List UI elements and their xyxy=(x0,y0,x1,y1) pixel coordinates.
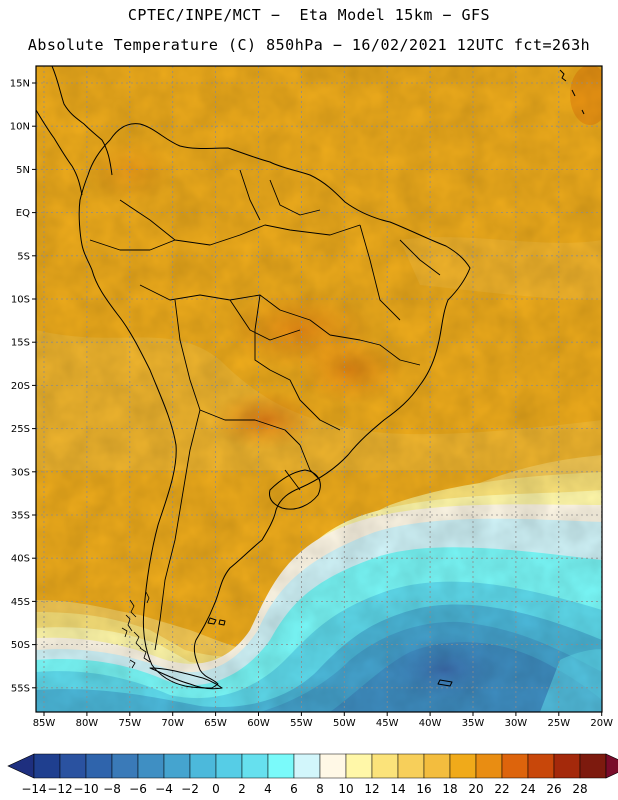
lon-tick-label: 60W xyxy=(247,718,270,729)
colorbar-segment xyxy=(475,753,503,779)
lat-tick-label: 30S xyxy=(11,467,30,478)
colorbar-segment xyxy=(371,753,399,779)
colorbar-label: 6 xyxy=(290,782,298,796)
lon-tick-label: 65W xyxy=(204,718,227,729)
lon-tick-label: 85W xyxy=(33,718,56,729)
central-america-coastline xyxy=(36,66,113,196)
lon-tick-label: 80W xyxy=(76,718,99,729)
colorbar-label: 16 xyxy=(416,782,431,796)
lat-tick-label: 40S xyxy=(11,554,30,565)
lon-tick-label: 45W xyxy=(376,718,399,729)
colorbar-label: −2 xyxy=(181,782,199,796)
country-borders xyxy=(89,169,441,651)
lon-tick-label: 55W xyxy=(290,718,313,729)
plot-frame xyxy=(35,65,603,713)
lon-tick-label: 20W xyxy=(590,718,613,729)
uruguay-outline xyxy=(269,469,321,510)
lat-lon-grid xyxy=(36,66,602,712)
colorbar-segment xyxy=(501,753,529,779)
colorbar-label: −6 xyxy=(129,782,147,796)
colorbar: −14 −12 −10 −8 −6 −4 −2 0 2 4 6 8 10 12 14 16 18 20 22 24 26… xyxy=(7,753,618,796)
colorbar-segment xyxy=(449,753,477,779)
colorbar-segment xyxy=(189,753,217,779)
colorbar-segment xyxy=(293,753,321,779)
lon-tick-label: 30W xyxy=(505,718,528,729)
colorbar-segment xyxy=(423,753,451,779)
coastlines-and-borders xyxy=(36,66,585,690)
colorbar-label: −8 xyxy=(103,782,121,796)
chile-islands xyxy=(121,591,151,669)
field-texture xyxy=(36,66,602,712)
lat-tick-label: 15S xyxy=(11,338,30,349)
colorbar-label: 18 xyxy=(442,782,457,796)
colorbar-label: 2 xyxy=(238,782,246,796)
longitude-axis: 85W 80W 75W 70W 65W 60W 55W 50W 45W 40W 35W 30W 25W 2… xyxy=(33,712,613,729)
south-georgia xyxy=(437,679,453,687)
lat-tick-label: 15N xyxy=(10,79,30,90)
lon-tick-label: 40W xyxy=(419,718,442,729)
colorbar-segment xyxy=(163,753,191,779)
colorbar-segment xyxy=(553,753,581,779)
colorbar-right-arrow xyxy=(605,753,618,779)
lon-tick-label: 75W xyxy=(118,718,141,729)
lat-tick-label: 45S xyxy=(11,597,30,608)
colorbar-segment xyxy=(267,753,295,779)
colorbar-segment xyxy=(137,753,165,779)
falkland-islands xyxy=(207,617,226,626)
lat-tick-label: 55S xyxy=(11,683,30,694)
lat-tick-label: 5N xyxy=(16,165,30,176)
colorbar-segment xyxy=(215,753,243,779)
lon-tick-label: 25W xyxy=(547,718,570,729)
colorbar-label: 12 xyxy=(364,782,379,796)
colorbar-label: −4 xyxy=(155,782,173,796)
colorbar-segment xyxy=(527,753,555,779)
lat-tick-label: 25S xyxy=(11,424,30,435)
colorbar-segment xyxy=(319,753,347,779)
colorbar-label: −14 xyxy=(21,782,46,796)
colorbar-segment xyxy=(241,753,269,779)
colorbar-label: 14 xyxy=(390,782,405,796)
lon-tick-label: 35W xyxy=(462,718,485,729)
colorbar-label: 28 xyxy=(572,782,587,796)
colorbar-left-arrow xyxy=(7,753,35,779)
chart-title-line2: Absolute Temperature (C) 850hPa − 16/02/… xyxy=(27,36,591,54)
lat-tick-label: 50S xyxy=(11,640,30,651)
colorbar-segment xyxy=(397,753,425,779)
colorbar-label: 20 xyxy=(468,782,483,796)
tierra-del-fuego xyxy=(149,667,223,690)
colorbar-label: 0 xyxy=(212,782,220,796)
lat-tick-label: 5S xyxy=(17,251,30,262)
colorbar-label: 24 xyxy=(520,782,535,796)
colorbar-label: −12 xyxy=(47,782,72,796)
lat-tick-label: 10S xyxy=(11,295,30,306)
colorbar-label: 22 xyxy=(494,782,509,796)
colorbar-label: 26 xyxy=(546,782,561,796)
lon-tick-label: 70W xyxy=(161,718,184,729)
chart-title-line1: CPTEC/INPE/MCT − Eta Model 15km − GFS xyxy=(127,6,491,24)
colorbar-label: 4 xyxy=(264,782,272,796)
colorbar-segment xyxy=(33,753,61,779)
colorbar-label: 8 xyxy=(316,782,324,796)
colorbar-label: −10 xyxy=(73,782,98,796)
colorbar-segment xyxy=(111,753,139,779)
colorbar-segment xyxy=(85,753,113,779)
lon-tick-label: 50W xyxy=(333,718,356,729)
caribbean-islands xyxy=(559,69,585,115)
lat-tick-label: EQ xyxy=(16,208,30,219)
colorbar-segment xyxy=(579,753,607,779)
lat-tick-label: 10N xyxy=(10,122,30,133)
colorbar-label: 10 xyxy=(338,782,353,796)
colorbar-segment xyxy=(345,753,373,779)
lat-tick-label: 20S xyxy=(11,381,30,392)
south-america-coastline xyxy=(78,123,471,689)
latitude-axis: 15N 10N 5N EQ 5S 10S 15S 20S 25S 30S 35S 40S 45S 50S 5… xyxy=(10,79,36,694)
lat-tick-label: 35S xyxy=(11,511,30,522)
colorbar-segment xyxy=(59,753,87,779)
